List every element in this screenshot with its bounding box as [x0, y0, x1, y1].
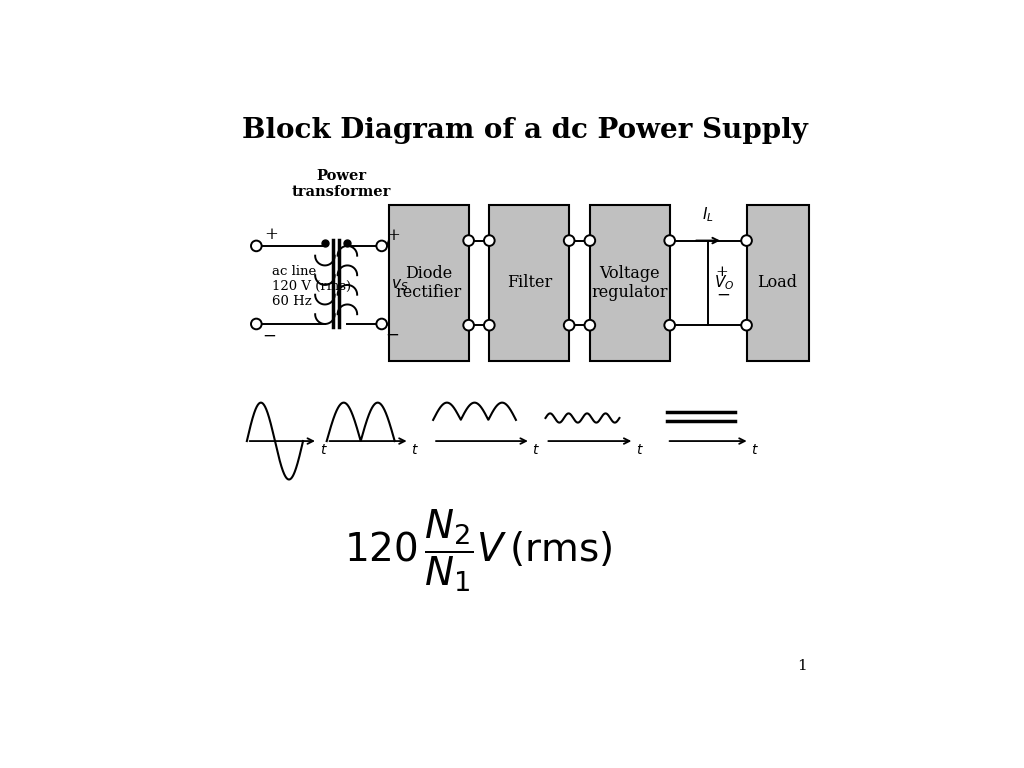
Circle shape — [484, 319, 495, 330]
Text: $t$: $t$ — [636, 443, 644, 457]
Circle shape — [741, 235, 752, 246]
Text: ac line
120 V (rms)
60 Hz: ac line 120 V (rms) 60 Hz — [272, 265, 351, 308]
Bar — [590, 204, 670, 361]
Text: $I_L$: $I_L$ — [702, 205, 714, 224]
Text: +: + — [715, 265, 728, 280]
Text: Load: Load — [758, 274, 798, 291]
Circle shape — [463, 235, 474, 246]
Text: $120\,\dfrac{N_2}{N_1}V\,\mathrm{(rms)}$: $120\,\dfrac{N_2}{N_1}V\,\mathrm{(rms)}$ — [344, 507, 613, 594]
Circle shape — [377, 240, 387, 251]
Text: +: + — [386, 227, 400, 243]
Text: $v_S$: $v_S$ — [390, 277, 408, 293]
Bar — [389, 204, 469, 361]
Text: $V_O$: $V_O$ — [714, 273, 734, 292]
Text: Block Diagram of a dc Power Supply: Block Diagram of a dc Power Supply — [242, 117, 808, 144]
Circle shape — [585, 235, 595, 246]
Text: −: − — [716, 286, 730, 303]
Text: Power
transformer: Power transformer — [292, 169, 391, 199]
Circle shape — [251, 319, 262, 329]
Text: $t$: $t$ — [752, 443, 759, 457]
Text: $t$: $t$ — [412, 443, 419, 457]
Bar — [746, 204, 809, 361]
Text: $t$: $t$ — [319, 443, 328, 457]
Circle shape — [251, 240, 262, 251]
Circle shape — [665, 319, 675, 330]
Text: +: + — [264, 226, 278, 243]
Text: Filter: Filter — [507, 274, 552, 291]
Text: −: − — [385, 327, 399, 344]
Text: −: − — [262, 327, 276, 345]
Circle shape — [564, 319, 574, 330]
Text: Diode
rectifier: Diode rectifier — [395, 264, 462, 301]
Text: 1: 1 — [797, 659, 807, 673]
Circle shape — [665, 235, 675, 246]
Circle shape — [377, 319, 387, 329]
Circle shape — [585, 319, 595, 330]
Circle shape — [741, 319, 752, 330]
Text: $t$: $t$ — [532, 443, 541, 457]
Bar — [489, 204, 569, 361]
Circle shape — [484, 235, 495, 246]
Circle shape — [564, 235, 574, 246]
Text: Voltage
regulator: Voltage regulator — [592, 264, 668, 301]
Circle shape — [463, 319, 474, 330]
